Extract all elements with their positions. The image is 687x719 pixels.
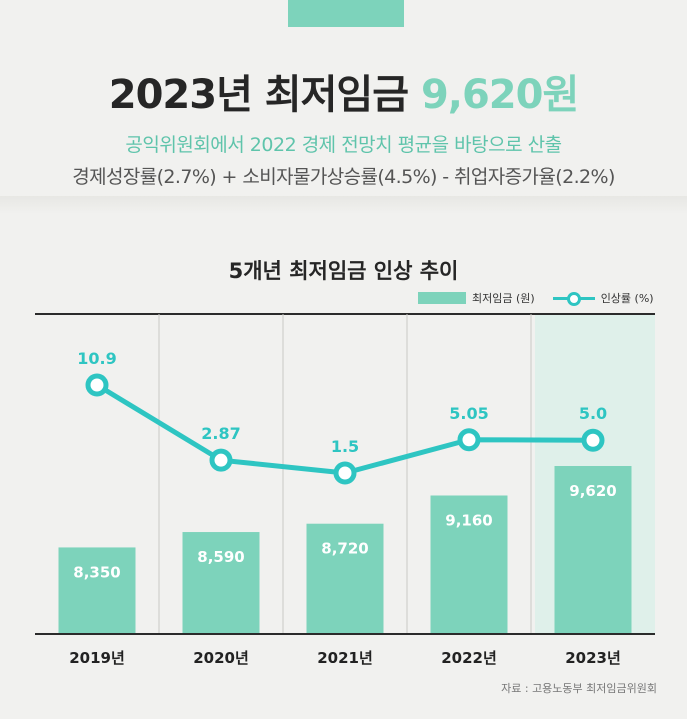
x-tick-label: 2020년	[193, 649, 249, 667]
x-tick-label: 2023년	[565, 649, 621, 667]
bar-1	[58, 547, 136, 634]
bar-value-label: 8,590	[197, 548, 244, 566]
legend-line-label: 인상률 (%)	[600, 292, 654, 305]
rate-line	[95, 382, 594, 476]
bar-value-label: 8,720	[321, 540, 368, 558]
bar-value-label: 9,160	[445, 511, 492, 529]
rate-value-label: 5.0	[579, 404, 607, 423]
divider-band	[0, 196, 687, 214]
rate-value-label: 2.87	[201, 424, 240, 443]
legend-line-swatch	[552, 292, 595, 306]
wage-chart: 8,350 2019년 8,590 2020년 8,720 2021년 9,160 2022년…	[35, 313, 655, 667]
chart-title: 5개년 최저임금 인상 추이	[228, 259, 459, 283]
page-title-amount: 9,620원	[420, 72, 579, 118]
bar-5	[554, 466, 632, 634]
rate-point-4	[457, 428, 481, 452]
rate-value-label: 5.05	[449, 404, 488, 423]
subtitle-line1: 공익위원회에서 2022 경제 전망치 평균을 바탕으로 산출	[125, 134, 562, 156]
bar-2	[182, 532, 260, 634]
rate-point-5	[581, 428, 605, 452]
x-tick-label: 2022년	[441, 649, 497, 667]
bar-3	[306, 523, 384, 634]
rate-value-label: 10.9	[77, 349, 116, 368]
x-tick-label: 2021년	[317, 649, 373, 667]
chart-legend: 최저임금 (원) 인상률 (%)	[418, 290, 654, 306]
bar-value-label: 8,350	[73, 563, 120, 581]
source-note: 자료 : 고용노동부 최저임금위원회	[501, 682, 657, 695]
page-title-main: 2023년 최저임금	[108, 72, 409, 118]
legend-bar-swatch	[418, 292, 466, 304]
subtitle-line2: 경제성장률(2.7%) + 소비자물가상승률(4.5%) - 취업자증가율(2.…	[72, 166, 615, 188]
rate-value-label: 1.5	[331, 437, 359, 456]
rate-point-2	[209, 448, 233, 472]
page-title: 2023년 최저임금 9,620원	[0, 62, 687, 120]
rate-point-1	[85, 373, 109, 397]
rate-point-3	[333, 461, 357, 485]
x-tick-label: 2019년	[69, 649, 125, 667]
top-tab-decoration	[288, 0, 404, 27]
legend-bar-label: 최저임금 (원)	[472, 292, 535, 305]
bar-value-label: 9,620	[569, 482, 616, 500]
bar-4	[430, 495, 508, 634]
